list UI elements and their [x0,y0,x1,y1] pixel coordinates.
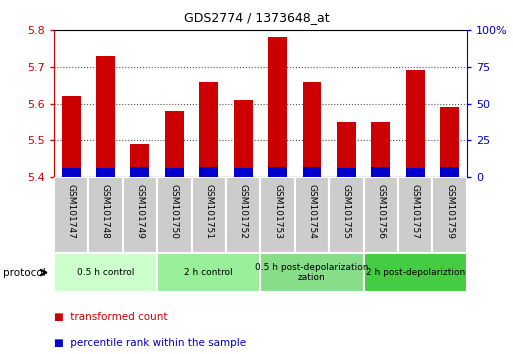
Bar [371,122,390,177]
Bar [157,253,260,292]
Bar [54,253,157,292]
Bar [364,177,398,253]
Bar [234,100,252,177]
Bar [398,177,432,253]
Text: GSM101747: GSM101747 [67,184,75,239]
Text: 2 h control: 2 h control [184,268,233,277]
Text: GSM101751: GSM101751 [204,184,213,239]
Bar [123,177,157,253]
Bar [62,168,81,177]
Bar [432,177,467,253]
Bar [260,177,295,253]
Bar [165,111,184,177]
Bar [303,167,322,177]
Bar [440,167,459,177]
Bar [96,168,115,177]
Bar [303,81,322,177]
Bar [268,38,287,177]
Bar [226,177,260,253]
Bar [130,167,149,177]
Bar [337,122,356,177]
Bar [260,253,364,292]
Bar [96,56,115,177]
Bar [199,81,218,177]
Text: 0.5 h control: 0.5 h control [77,268,134,277]
Bar [364,253,467,292]
Text: GSM101749: GSM101749 [135,184,144,239]
Text: GSM101756: GSM101756 [377,184,385,239]
Bar [199,167,218,177]
Bar [406,70,425,177]
Text: ■  percentile rank within the sample: ■ percentile rank within the sample [54,338,246,348]
Bar [165,168,184,177]
Bar [130,144,149,177]
Bar [406,168,425,177]
Text: GSM101748: GSM101748 [101,184,110,239]
Bar [337,168,356,177]
Bar [88,177,123,253]
Bar [440,107,459,177]
Bar [295,177,329,253]
Bar [329,177,364,253]
Text: GSM101752: GSM101752 [239,184,248,239]
Text: GSM101754: GSM101754 [307,184,317,239]
Bar [268,167,287,177]
Text: GSM101759: GSM101759 [445,184,454,239]
Bar [234,168,252,177]
Text: protocol: protocol [3,268,45,278]
Bar [371,167,390,177]
Text: GSM101753: GSM101753 [273,184,282,239]
Text: GSM101750: GSM101750 [170,184,179,239]
Bar [191,177,226,253]
Text: GDS2774 / 1373648_at: GDS2774 / 1373648_at [184,11,329,24]
Text: ■  transformed count: ■ transformed count [54,312,167,322]
Text: 2 h post-depolariztion: 2 h post-depolariztion [366,268,465,277]
Bar [157,177,191,253]
Text: GSM101755: GSM101755 [342,184,351,239]
Text: GSM101757: GSM101757 [411,184,420,239]
Bar [62,96,81,177]
Text: 0.5 h post-depolarization
zation: 0.5 h post-depolarization zation [255,263,369,282]
Bar [54,177,88,253]
